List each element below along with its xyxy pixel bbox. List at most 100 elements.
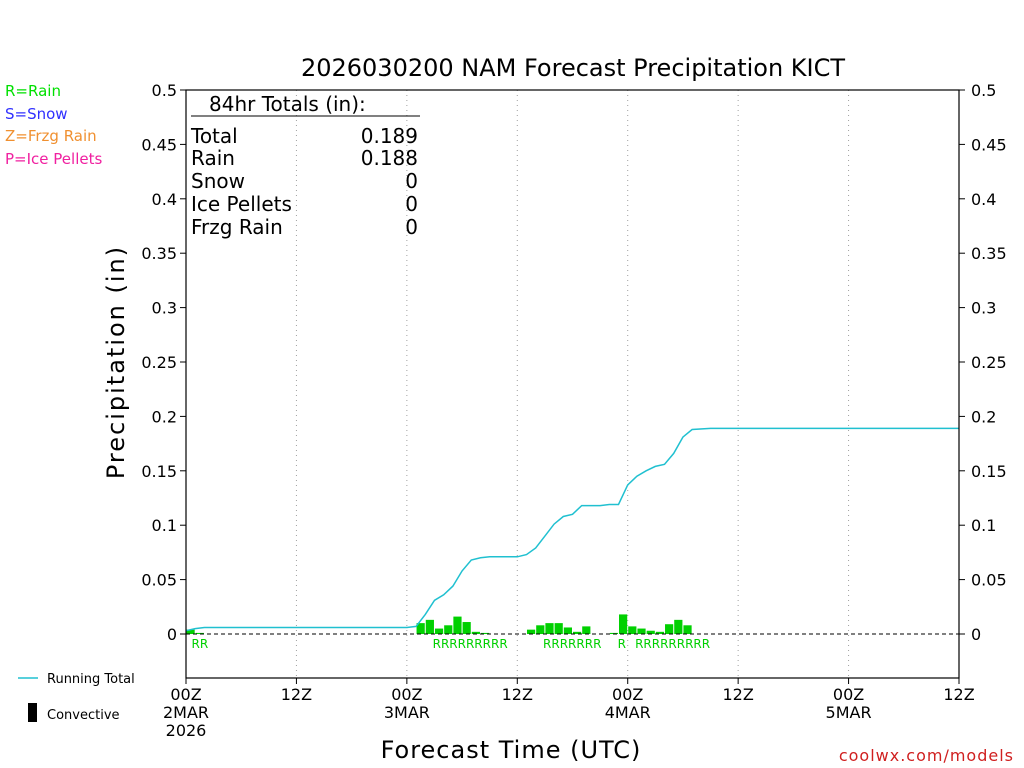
y-axis-label: Precipitation (in) <box>102 245 130 479</box>
precip-bar <box>434 628 444 634</box>
precip-bar <box>554 623 563 634</box>
x-tick-label: 00Z <box>612 685 643 704</box>
y-tick-label-right: 0.2 <box>971 407 996 426</box>
precip-bar <box>453 616 462 634</box>
precip-bar <box>628 626 637 634</box>
precip-bar <box>444 625 453 634</box>
y-tick-label-right: 0.45 <box>971 135 1007 154</box>
legend-snow: S=Snow <box>5 105 68 123</box>
precip-type-label: RRRRRRRRR <box>433 637 508 651</box>
totals-rain-value: 0.188 <box>361 146 418 170</box>
x-tick-label: 00Z <box>833 685 864 704</box>
y-tick-label-right: 0.5 <box>971 81 996 100</box>
precip-bar <box>425 619 434 634</box>
precip-bar <box>582 626 591 634</box>
convective-swatch <box>28 703 37 722</box>
precip-type-labels: RR RRRRRRRRR RRRRRRR R RRRRRRRRR <box>192 637 711 651</box>
precip-bar <box>536 625 545 634</box>
y-tick-label-right: 0.1 <box>971 516 996 535</box>
precip-bar <box>462 622 471 634</box>
y-tick-label-left: 0 <box>167 625 177 644</box>
x-tick-label: 2026 <box>166 721 207 740</box>
totals-ice-pellets-value: 0 <box>405 192 418 216</box>
x-tick-label: 12Z <box>943 685 974 704</box>
totals-snow-value: 0 <box>405 169 418 193</box>
totals-header: 84hr Totals (in): <box>209 92 366 116</box>
precip-type-label: RR <box>192 637 209 651</box>
x-tick-label: 5MAR <box>826 703 872 722</box>
x-tick-label: 12Z <box>722 685 753 704</box>
legend-frzg-rain: Z=Frzg Rain <box>5 127 97 145</box>
y-tick-label-left: 0.5 <box>152 81 177 100</box>
precip-bar <box>186 629 195 634</box>
y-axis-right: 0 0.05 0.1 0.15 0.2 0.25 0.3 0.35 0.4 0.45 0.5 <box>959 81 1007 644</box>
y-tick-label-left: 0.4 <box>152 190 177 209</box>
y-tick-label-right: 0.35 <box>971 244 1007 263</box>
y-tick-label-right: 0.3 <box>971 299 996 318</box>
precip-bar <box>480 632 490 634</box>
precip-bar <box>573 631 582 634</box>
plot-frame <box>185 89 960 679</box>
precip-bar <box>526 629 536 634</box>
y-tick-label-left: 0.05 <box>141 571 177 590</box>
y-tick-label-right: 0.25 <box>971 353 1007 372</box>
totals-total-value: 0.189 <box>361 124 418 148</box>
totals-box: 84hr Totals (in): Total 0.189 Rain 0.188… <box>190 92 420 239</box>
chart-title: 2026030200 NAM Forecast Precipitation KI… <box>301 54 845 82</box>
x-tick-label: 12Z <box>281 685 312 704</box>
y-tick-label-left: 0.45 <box>141 135 177 154</box>
precip-bar <box>471 631 480 634</box>
y-tick-label-left: 0.2 <box>152 407 177 426</box>
x-tick-label: 2MAR <box>163 703 209 722</box>
legend-convective: Convective <box>47 708 120 723</box>
x-tick-label: 12Z <box>502 685 533 704</box>
precip-type-legend: R=Rain S=Snow Z=Frzg Rain P=Ice Pellets <box>5 82 102 168</box>
y-tick-label-left: 0.1 <box>152 516 177 535</box>
precip-bar <box>665 624 674 634</box>
x-tick-label: 3MAR <box>384 703 430 722</box>
precip-type-label: RRRRRRRRR <box>635 637 710 651</box>
precip-bar <box>195 632 204 634</box>
totals-frzg-rain-label: Frzg Rain <box>191 215 283 239</box>
series-legend: Running Total Convective <box>18 672 135 723</box>
y-axis-left: 0 0.05 0.1 0.15 0.2 0.25 0.3 0.35 0.4 0.45 0.5 <box>141 81 186 644</box>
precip-bar <box>609 632 619 634</box>
precip-bar <box>563 627 572 634</box>
y-tick-label-left: 0.35 <box>141 244 177 263</box>
legend-ice-pellets: P=Ice Pellets <box>5 150 102 168</box>
running-total-line <box>185 427 959 632</box>
precip-bar <box>637 628 646 634</box>
totals-total-label: Total <box>190 124 238 148</box>
precip-bars <box>186 614 692 634</box>
precip-type-label: R <box>618 637 626 651</box>
precip-bar <box>416 623 425 634</box>
y-tick-label-left: 0.25 <box>141 353 177 372</box>
legend-rain: R=Rain <box>5 82 61 100</box>
precip-bar <box>545 623 554 634</box>
x-tick-label: 00Z <box>170 685 201 704</box>
precip-bar <box>619 614 628 634</box>
x-tick-label: 00Z <box>391 685 422 704</box>
totals-frzg-rain-value: 0 <box>405 215 418 239</box>
totals-ice-pellets-label: Ice Pellets <box>191 192 292 216</box>
legend-running-total: Running Total <box>47 672 135 687</box>
gridlines <box>295 90 850 678</box>
y-tick-label-right: 0.05 <box>971 571 1007 590</box>
totals-rain-label: Rain <box>191 146 235 170</box>
y-tick-label-left: 0.3 <box>152 299 177 318</box>
y-tick-label-right: 0.4 <box>971 190 996 209</box>
x-tick-label: 4MAR <box>605 703 651 722</box>
precip-bar <box>655 631 665 634</box>
y-tick-label-right: 0.15 <box>971 462 1007 481</box>
precip-bar <box>683 625 692 634</box>
precip-bar <box>646 630 655 634</box>
precip-type-label: RRRRRRR <box>543 637 601 651</box>
y-tick-label-left: 0.15 <box>141 462 177 481</box>
y-tick-label-right: 0 <box>971 625 981 644</box>
totals-snow-label: Snow <box>191 169 245 193</box>
x-axis-label: Forecast Time (UTC) <box>381 736 642 764</box>
precip-bar <box>674 619 683 634</box>
credit-text: coolwx.com/models <box>839 746 1014 765</box>
